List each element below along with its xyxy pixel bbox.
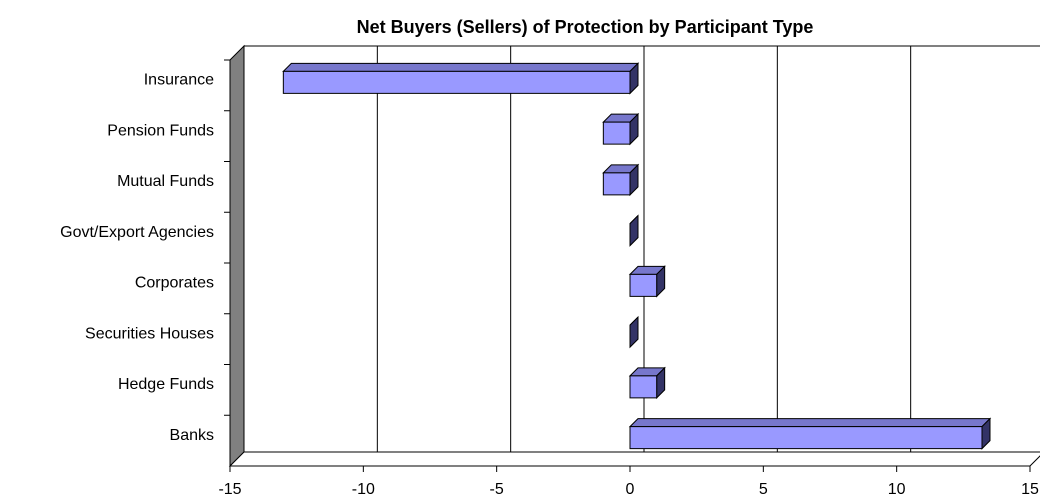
x-tick-label: 10: [888, 481, 906, 498]
bar-side: [629, 214, 639, 247]
y-tick-label: Govt/Export Agencies: [60, 224, 214, 241]
bar: [602, 121, 631, 145]
y-tick-label: Banks: [170, 427, 214, 444]
side-wall: [229, 44, 245, 468]
y-tick-label: Securities Houses: [85, 325, 214, 342]
bar-top: [282, 62, 640, 72]
x-tick-label: 0: [626, 481, 635, 498]
x-tick-label: -10: [352, 481, 375, 498]
bar: [282, 70, 631, 94]
x-tick-label: -5: [490, 481, 504, 498]
y-tick-label: Pension Funds: [107, 122, 214, 139]
y-tick-label: Mutual Funds: [117, 173, 214, 190]
y-tick-label: Insurance: [144, 72, 214, 89]
x-tick-label: 5: [759, 481, 768, 498]
bar: [629, 426, 983, 450]
bar: [629, 375, 658, 399]
y-tick-label: Hedge Funds: [118, 376, 214, 393]
y-tick-label: Corporates: [135, 275, 214, 292]
bar-top: [628, 418, 992, 428]
chart-title: Net Buyers (Sellers) of Protection by Pa…: [357, 17, 814, 37]
x-tick-label: 15: [1021, 481, 1039, 498]
bar-side: [629, 315, 639, 349]
bar: [629, 273, 658, 297]
bar: [602, 172, 631, 196]
x-tick-label: -15: [218, 481, 241, 498]
floor: [228, 451, 1040, 467]
